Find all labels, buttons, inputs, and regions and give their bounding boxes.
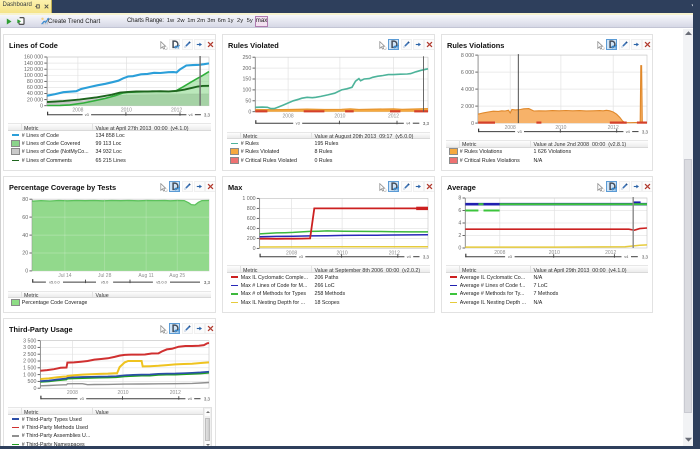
svg-text:3,3: 3,3 <box>204 280 211 285</box>
svg-text:0: 0 <box>253 246 256 252</box>
svg-text:60 000: 60 000 <box>27 85 43 91</box>
svg-text:Aug 25: Aug 25 <box>169 273 185 279</box>
svg-text:3,3: 3,3 <box>423 255 430 260</box>
svg-text:2008: 2008 <box>286 250 297 256</box>
svg-text:160 000: 160 000 <box>24 55 43 61</box>
svg-text:v4: v4 <box>406 121 411 126</box>
svg-text:v3: v3 <box>299 254 303 259</box>
svg-text:6 000: 6 000 <box>461 70 474 76</box>
svg-text:800: 800 <box>247 206 256 212</box>
svg-text:0: 0 <box>248 109 251 115</box>
svg-text:0: 0 <box>25 269 28 275</box>
svg-text:0: 0 <box>471 121 474 127</box>
svg-text:140 000: 140 000 <box>24 61 43 67</box>
svg-text:v5.0.0: v5.0.0 <box>156 280 167 285</box>
svg-text:2012: 2012 <box>605 250 616 256</box>
svg-text:2 000: 2 000 <box>23 359 36 365</box>
svg-text:2012: 2012 <box>608 125 619 131</box>
svg-text:2 500: 2 500 <box>23 352 36 358</box>
svg-text:3,3: 3,3 <box>204 397 211 402</box>
svg-text:2012: 2012 <box>389 250 400 256</box>
svg-text:1 500: 1 500 <box>23 366 36 372</box>
svg-text:2012: 2012 <box>170 390 181 396</box>
svg-text:150: 150 <box>242 77 251 83</box>
svg-text:v4: v4 <box>189 112 194 117</box>
svg-text:2012: 2012 <box>388 114 399 120</box>
svg-text:600: 600 <box>247 216 256 222</box>
svg-text:6: 6 <box>458 208 461 214</box>
svg-text:0: 0 <box>458 246 461 252</box>
svg-text:60: 60 <box>22 215 28 221</box>
svg-text:v4: v4 <box>626 129 631 134</box>
svg-text:0: 0 <box>40 103 43 109</box>
svg-text:v4: v4 <box>407 254 412 259</box>
svg-text:80: 80 <box>22 197 28 203</box>
svg-text:2: 2 <box>458 233 461 239</box>
svg-text:2010: 2010 <box>549 250 560 256</box>
svg-text:20 000: 20 000 <box>27 97 43 103</box>
svg-text:v3: v3 <box>80 396 84 401</box>
svg-text:3 500: 3 500 <box>23 338 36 344</box>
svg-text:2010: 2010 <box>555 125 566 131</box>
svg-text:v4: v4 <box>624 254 629 259</box>
svg-text:1 000: 1 000 <box>23 372 36 378</box>
svg-text:400: 400 <box>247 226 256 232</box>
svg-text:2008: 2008 <box>283 114 294 120</box>
svg-text:v3: v3 <box>296 121 300 126</box>
svg-text:v5.0.0: v5.0.0 <box>49 280 60 285</box>
svg-text:4: 4 <box>458 221 461 227</box>
svg-text:v3: v3 <box>508 254 512 259</box>
svg-text:Jul 14: Jul 14 <box>58 273 72 279</box>
svg-text:2012: 2012 <box>171 108 182 114</box>
svg-text:4 000: 4 000 <box>461 87 474 93</box>
svg-text:120 000: 120 000 <box>24 67 43 73</box>
svg-text:250: 250 <box>242 55 251 61</box>
svg-text:v5.0: v5.0 <box>101 280 109 285</box>
svg-text:v4: v4 <box>188 396 193 401</box>
svg-text:3,3: 3,3 <box>642 129 649 134</box>
svg-text:2010: 2010 <box>337 250 348 256</box>
svg-text:500: 500 <box>28 379 37 385</box>
svg-text:3,3: 3,3 <box>204 113 211 118</box>
svg-text:100 000: 100 000 <box>24 73 43 79</box>
svg-text:3 000: 3 000 <box>23 345 36 351</box>
svg-text:200: 200 <box>247 236 256 242</box>
svg-text:40 000: 40 000 <box>27 91 43 97</box>
svg-text:2008: 2008 <box>67 390 78 396</box>
svg-text:Aug 11: Aug 11 <box>138 273 154 279</box>
svg-text:1 000: 1 000 <box>242 196 255 202</box>
svg-text:8 000: 8 000 <box>461 53 474 59</box>
svg-text:200: 200 <box>242 66 251 72</box>
svg-text:40: 40 <box>22 233 28 239</box>
svg-text:2010: 2010 <box>117 390 128 396</box>
svg-text:50: 50 <box>245 99 251 105</box>
svg-text:3,3: 3,3 <box>423 121 430 126</box>
svg-text:8: 8 <box>458 196 461 202</box>
svg-text:2008: 2008 <box>505 125 516 131</box>
svg-text:v3: v3 <box>518 129 522 134</box>
svg-text:2 000: 2 000 <box>461 104 474 110</box>
svg-text:v3: v3 <box>85 112 89 117</box>
svg-text:2010: 2010 <box>334 114 345 120</box>
svg-text:2008: 2008 <box>72 108 83 114</box>
svg-text:Jul 28: Jul 28 <box>98 273 112 279</box>
svg-text:2008: 2008 <box>494 250 505 256</box>
svg-text:2010: 2010 <box>121 108 132 114</box>
svg-text:0: 0 <box>33 386 36 392</box>
svg-text:80 000: 80 000 <box>27 79 43 85</box>
svg-text:100: 100 <box>242 88 251 94</box>
svg-text:3,3: 3,3 <box>642 255 649 260</box>
svg-text:20: 20 <box>22 251 28 257</box>
